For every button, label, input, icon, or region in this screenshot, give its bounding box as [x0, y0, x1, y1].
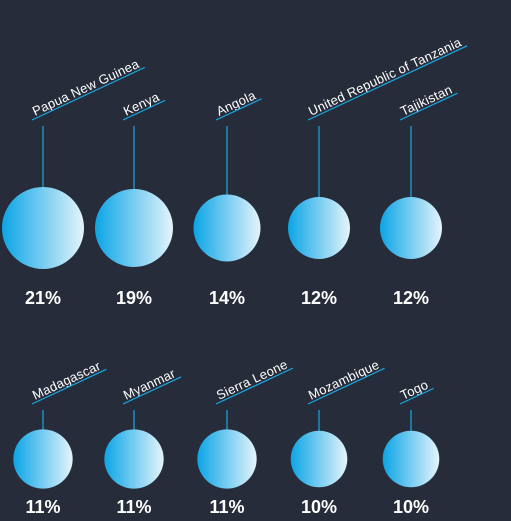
bubble-myanmar [104, 429, 164, 489]
value-label-mozambique: 10% [301, 497, 337, 517]
bubble-papua-new-guinea [2, 187, 84, 269]
country-label-sierra-leone: Sierra Leone [214, 357, 290, 403]
bubble-kenya [95, 189, 173, 267]
value-label-togo: 10% [393, 497, 429, 517]
value-label-madagascar: 11% [25, 497, 60, 517]
value-label-sierra-leone: 11% [209, 497, 244, 517]
label-underline-papua-new-guinea [31, 66, 146, 121]
value-label-united-republic-of-tanzania: 12% [301, 288, 337, 308]
bubble-mozambique [290, 430, 348, 488]
label-underline-tajikistan [399, 92, 458, 121]
value-label-tajikistan: 12% [393, 288, 429, 308]
label-underline-madagascar [31, 368, 107, 405]
chart-marks: Papua New Guinea21%Kenya19%Angola14%Unit… [2, 34, 468, 517]
value-label-kenya: 19% [116, 288, 152, 308]
bubble-sierra-leone [197, 429, 257, 489]
bubble-togo [382, 430, 440, 488]
label-underline-sierra-leone [215, 367, 294, 405]
country-label-mozambique: Mozambique [306, 357, 382, 403]
value-label-papua-new-guinea: 21% [25, 288, 61, 308]
label-underline-angola [215, 98, 262, 121]
label-underline-united-republic-of-tanzania [307, 45, 468, 121]
country-label-togo: Togo [398, 377, 431, 403]
label-underline-togo [399, 387, 434, 405]
label-underline-myanmar [122, 376, 182, 405]
bubble-tajikistan [380, 197, 442, 259]
value-label-myanmar: 11% [116, 497, 151, 517]
label-underline-kenya [122, 99, 166, 121]
value-label-angola: 14% [209, 288, 245, 308]
bubble-madagascar [13, 429, 73, 489]
country-label-madagascar: Madagascar [30, 358, 103, 403]
bubble-united-republic-of-tanzania [288, 197, 350, 259]
country-label-united-republic-of-tanzania: United Republic of Tanzania [306, 34, 464, 118]
label-underline-mozambique [307, 367, 385, 405]
country-label-kenya: Kenya [121, 89, 162, 119]
country-label-tajikistan: Tajikistan [398, 82, 455, 119]
bubble-angola [193, 194, 261, 262]
country-label-myanmar: Myanmar [121, 365, 178, 402]
